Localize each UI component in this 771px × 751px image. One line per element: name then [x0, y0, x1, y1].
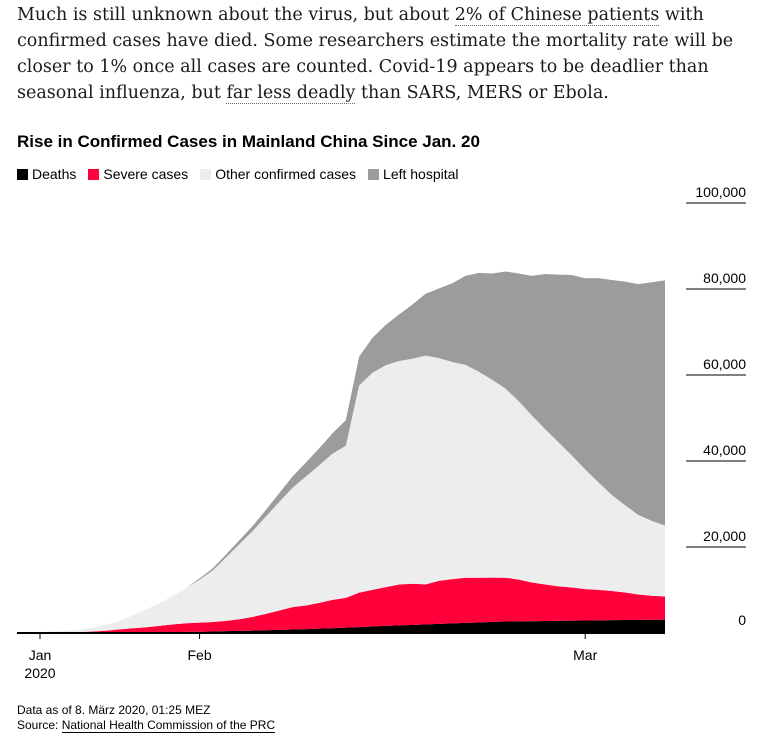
intro-text-2: with confirmed cases have died. Some res… — [17, 5, 734, 103]
legend-swatch-severe — [88, 168, 100, 180]
intro-text-1: Much is still unknown about the virus, b… — [17, 5, 455, 25]
y-tick-label: 100,000 — [695, 184, 746, 200]
y-tick-label: 80,000 — [703, 270, 746, 286]
legend-swatch-other — [200, 168, 212, 180]
y-tick-label: 60,000 — [703, 356, 746, 372]
legend-swatch-deaths — [17, 168, 28, 180]
legend-item-left-hospital: Left hospital — [368, 166, 459, 182]
legend-label-deaths: Deaths — [32, 166, 77, 182]
source-link[interactable]: National Health Commission of the PRC — [61, 718, 276, 733]
area-left-hospital — [40, 271, 665, 632]
area-other-confirmed — [40, 355, 665, 633]
legend-item-severe: Severe cases — [88, 166, 188, 182]
data-note: Data as of 8. März 2020, 01:25 MEZ — [17, 703, 211, 717]
source-prefix: Source: — [17, 718, 62, 732]
far-less-deadly-link[interactable]: far less deadly — [226, 83, 356, 104]
mortality-link[interactable]: 2% of Chinese patients — [454, 5, 660, 26]
chart-footer: Data as of 8. März 2020, 01:25 MEZ Sourc… — [17, 703, 276, 733]
area-deaths — [40, 619, 665, 633]
x-tick-label: Jan — [29, 647, 52, 663]
chart-title: Rise in Confirmed Cases in Mainland Chin… — [17, 132, 480, 151]
legend-label-left-hospital: Left hospital — [383, 166, 459, 182]
intro-text-3: than SARS, MERS or Ebola. — [355, 83, 609, 103]
y-tick-label: 40,000 — [703, 442, 746, 458]
y-tick-label: 0 — [738, 612, 746, 628]
legend-label-other: Other confirmed cases — [215, 166, 357, 182]
chart-legend: Deaths Severe cases Other confirmed case… — [17, 166, 459, 182]
legend-item-other: Other confirmed cases — [200, 166, 356, 182]
source-line: Source: National Health Commission of th… — [17, 718, 276, 733]
area-severe-cases — [40, 577, 665, 633]
x-tick-label: Mar — [573, 647, 597, 663]
chart-area: 0 20,000 40,000 60,000 80,000 100,000 Jan 2020 F… — [17, 184, 746, 681]
x-tick-label: Feb — [188, 647, 212, 663]
x-tick-sublabel: 2020 — [24, 665, 55, 681]
legend-swatch-left-hospital — [368, 168, 380, 180]
legend-item-deaths: Deaths — [17, 166, 76, 182]
y-tick-label: 20,000 — [703, 528, 746, 544]
legend-label-severe: Severe cases — [103, 166, 189, 182]
intro-paragraph: Much is still unknown about the virus, b… — [17, 2, 757, 106]
